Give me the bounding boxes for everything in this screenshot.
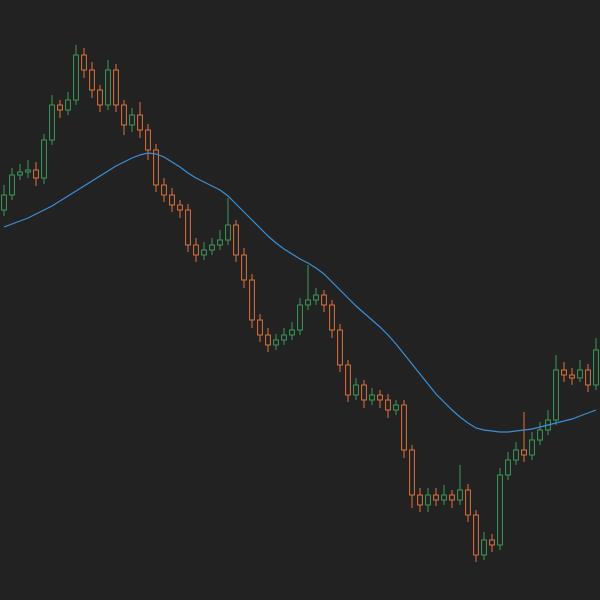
candle-body: [153, 149, 159, 186]
moving-average-line: [3, 152, 597, 433]
candle-body: [433, 494, 439, 501]
candle-body: [41, 139, 47, 179]
candle-body: [297, 304, 303, 331]
candle-body: [521, 449, 527, 456]
candle-body: [217, 239, 223, 246]
candle-body: [233, 224, 239, 256]
candle-body: [193, 244, 199, 256]
candle-body: [353, 384, 359, 396]
candle-body: [393, 404, 399, 411]
candle-body: [241, 254, 247, 281]
candle-body: [417, 494, 423, 506]
candle-body: [265, 334, 271, 346]
candle-body: [185, 209, 191, 246]
candle-body: [121, 104, 127, 126]
candle-body: [321, 294, 327, 306]
candle-body: [113, 69, 119, 106]
candle-body: [289, 329, 295, 336]
candle-body: [89, 69, 95, 91]
candle-body: [425, 494, 431, 506]
candle-body: [129, 114, 135, 126]
candle-body: [81, 54, 87, 71]
candle-body: [465, 489, 471, 516]
candle-body: [585, 369, 591, 386]
candle-body: [401, 404, 407, 451]
candle-body: [49, 104, 55, 141]
candle-body: [65, 99, 71, 111]
candle-body: [305, 299, 311, 306]
candle-body: [369, 394, 375, 401]
candle-body: [385, 399, 391, 411]
candle-body: [561, 369, 567, 376]
candle-body: [577, 369, 583, 379]
candle-body: [313, 294, 319, 301]
candle-body: [105, 69, 111, 106]
candle-body: [137, 114, 143, 131]
candle-body: [161, 184, 167, 196]
candle-body: [1, 194, 7, 211]
candle-body: [329, 304, 335, 331]
candle-body: [281, 334, 287, 341]
candle-body: [473, 514, 479, 556]
candle-body: [537, 429, 543, 441]
candle-body: [201, 249, 207, 256]
candle-body: [257, 319, 263, 336]
candle-body: [177, 204, 183, 211]
candle-body: [25, 169, 31, 173]
candle-body: [489, 539, 495, 546]
candle-body: [345, 364, 351, 396]
candle-body: [505, 459, 511, 476]
candle-body: [145, 129, 151, 151]
candle-body: [33, 169, 39, 179]
candle-body: [209, 244, 215, 251]
candle-body: [457, 489, 463, 501]
candle-body: [57, 104, 63, 111]
candle-body: [361, 384, 367, 401]
candle-body: [441, 494, 447, 501]
candle-body: [377, 394, 383, 401]
candle-body: [569, 374, 575, 379]
candle-body: [9, 174, 15, 196]
candle-body: [273, 339, 279, 346]
candle-body: [449, 494, 455, 501]
candle-body: [97, 89, 103, 106]
candle-body: [225, 224, 231, 241]
candle-body: [593, 349, 599, 386]
candle-body: [337, 329, 343, 366]
candle-body: [17, 171, 23, 176]
candle-body: [481, 539, 487, 556]
candle-body: [409, 449, 415, 496]
candle-body: [249, 279, 255, 321]
candle-body: [513, 449, 519, 461]
candle-body: [529, 439, 535, 456]
candle-body: [169, 194, 175, 206]
candle-body: [73, 54, 79, 101]
candle-body: [497, 474, 503, 546]
candle-body: [553, 369, 559, 421]
